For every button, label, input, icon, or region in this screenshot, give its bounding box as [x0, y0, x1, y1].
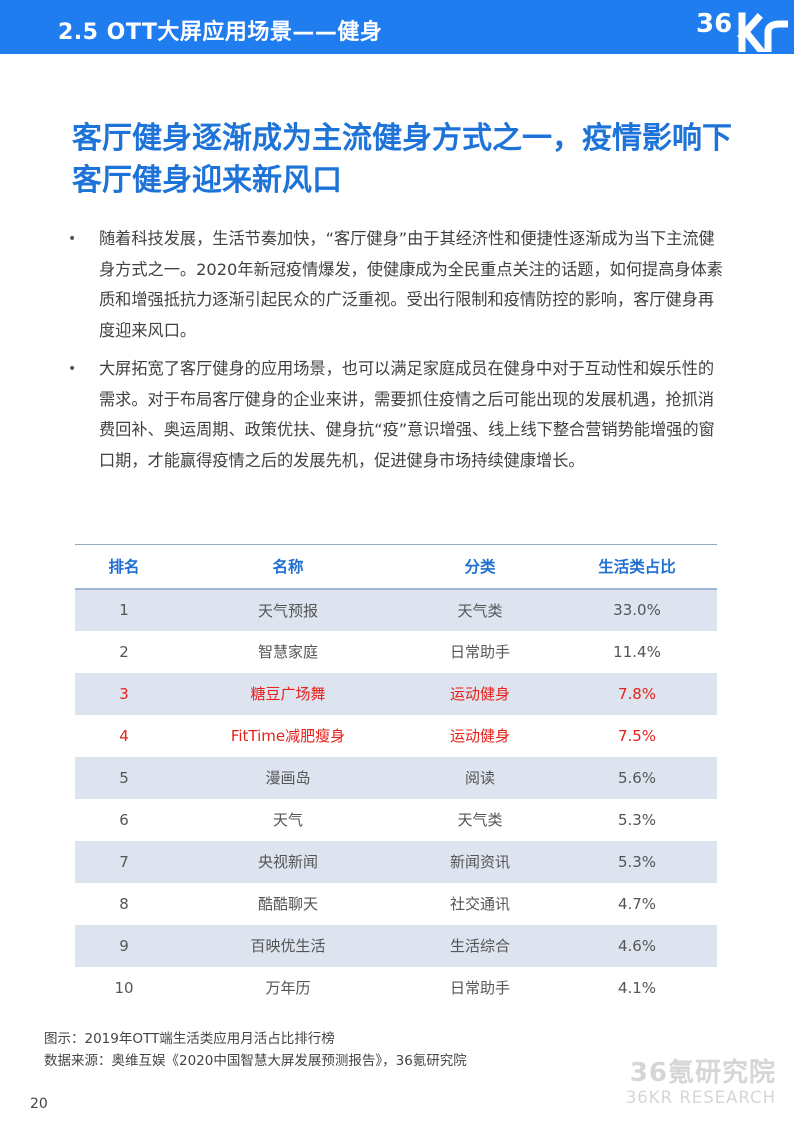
cell-name: 央视新闻	[173, 840, 403, 883]
cell-rank: 2	[119, 642, 129, 661]
cell-category: 新闻资讯	[403, 840, 557, 883]
cell-share: 4.6%	[557, 924, 717, 967]
cell-rank: 4	[119, 726, 129, 745]
cell-category: 运动健身	[449, 727, 510, 745]
cell-name: 万年历	[265, 979, 311, 997]
header-rank: 排名	[75, 544, 173, 590]
table-row-highlighted: 3 糖豆广场舞 运动健身 7.8%	[75, 672, 717, 715]
table-row: 1 天气预报 天气类 33.0%	[75, 588, 717, 631]
data-source: 数据来源：奥维互娱《2020中国智慧大屏发展预测报告》，36氪研究院	[44, 1053, 467, 1069]
cell-rank: 5	[75, 756, 173, 799]
cell-name: 天气	[272, 811, 303, 829]
bullet-text: 大屏拓宽了客厅健身的应用场景，也可以满足家庭成员在健身中对于互动性和娱乐性的需求…	[99, 359, 715, 470]
cell-share: 5.6%	[557, 756, 717, 799]
bullet-marker: •	[68, 361, 77, 377]
cell-share: 5.3%	[557, 840, 717, 883]
cell-category: 日常助手	[449, 979, 510, 997]
table-row: 2 智慧家庭 日常助手 11.4%	[75, 631, 717, 673]
watermark-en: 36KR RESEARCH	[625, 1088, 776, 1107]
header-name: 名称	[173, 544, 403, 590]
header-bar: 2.5 OTT大屏应用场景——健身 36	[0, 0, 794, 54]
cell-share: 5.3%	[617, 810, 657, 829]
table-row: 9 百映优生活 生活综合 4.6%	[75, 924, 717, 967]
page-number: 20	[30, 1096, 48, 1112]
cell-share: 4.1%	[617, 978, 657, 997]
cell-rank: 7	[75, 840, 173, 883]
cell-category: 生活综合	[403, 924, 557, 967]
36kr-logo: 36	[696, 9, 788, 52]
table-header-row: 排名 名称 分类 生活类占比	[75, 544, 717, 590]
cell-rank: 1	[75, 588, 173, 631]
cell-category: 天气类	[403, 588, 557, 631]
cell-rank: 10	[114, 978, 134, 997]
36kr-research-watermark: 36氪研究院 36KR RESEARCH	[626, 1058, 776, 1108]
cell-name: 酷酷聊天	[257, 895, 318, 913]
cell-category: 天气类	[457, 811, 503, 829]
cell-share: 33.0%	[557, 588, 717, 631]
cell-name: FitTime减肥瘦身	[230, 727, 346, 745]
logo-36-text: 36	[696, 9, 732, 39]
cell-share: 7.8%	[557, 672, 717, 715]
bullet-item: • 随着科技发展，生活节奏加快，“客厅健身”由于其经济性和便捷性逐渐成为当下主流…	[66, 224, 730, 346]
header-category: 分类	[403, 544, 557, 590]
figure-label: 图示：2019年OTT端生活类应用月活占比排行榜	[44, 1031, 335, 1047]
cell-share: 11.4%	[613, 642, 661, 661]
cell-rank: 9	[75, 924, 173, 967]
figure-caption: 图示：2019年OTT端生活类应用月活占比排行榜 数据来源：奥维互娱《2020中…	[44, 1028, 467, 1072]
cell-name: 智慧家庭	[257, 643, 318, 661]
cell-category: 运动健身	[403, 672, 557, 715]
cell-name: 糖豆广场舞	[173, 672, 403, 715]
cell-category: 日常助手	[449, 643, 510, 661]
cell-rank: 8	[119, 894, 129, 913]
cell-name: 漫画岛	[173, 756, 403, 799]
section-title: 2.5 OTT大屏应用场景——健身	[58, 20, 383, 45]
bullet-text: 随着科技发展，生活节奏加快，“客厅健身”由于其经济性和便捷性逐渐成为当下主流健身…	[99, 229, 723, 340]
cell-share: 7.5%	[617, 726, 657, 745]
cell-share: 4.7%	[617, 894, 657, 913]
table-row: 10 万年历 日常助手 4.1%	[75, 967, 717, 1009]
header-share: 生活类占比	[557, 544, 717, 590]
table-row: 6 天气 天气类 5.3%	[75, 799, 717, 841]
table-row-highlighted: 4 FitTime减肥瘦身 运动健身 7.5%	[75, 715, 717, 757]
page-headline: 客厅健身逐渐成为主流健身方式之一，疫情影响下客厅健身迎来新风口	[72, 121, 732, 198]
table-row: 8 酷酷聊天 社交通讯 4.7%	[75, 883, 717, 925]
cell-name: 天气预报	[173, 588, 403, 631]
cell-name: 百映优生活	[173, 924, 403, 967]
cell-rank: 6	[119, 810, 129, 829]
bullet-list: • 随着科技发展，生活节奏加快，“客厅健身”由于其经济性和便捷性逐渐成为当下主流…	[66, 224, 730, 484]
table-row: 5 漫画岛 阅读 5.6%	[75, 756, 717, 799]
cell-category: 阅读	[403, 756, 557, 799]
bullet-item: • 大屏拓宽了客厅健身的应用场景，也可以满足家庭成员在健身中对于互动性和娱乐性的…	[66, 354, 730, 476]
table-row: 7 央视新闻 新闻资讯 5.3%	[75, 840, 717, 883]
app-ranking-table: 排名 名称 分类 生活类占比 1 天气预报 天气类 33.0% 2 智慧家庭 日…	[75, 544, 717, 1009]
bullet-marker: •	[68, 231, 77, 247]
cell-category: 社交通讯	[449, 895, 510, 913]
watermark-cn: 36氪研究院	[629, 1058, 776, 1088]
cell-rank: 3	[75, 672, 173, 715]
